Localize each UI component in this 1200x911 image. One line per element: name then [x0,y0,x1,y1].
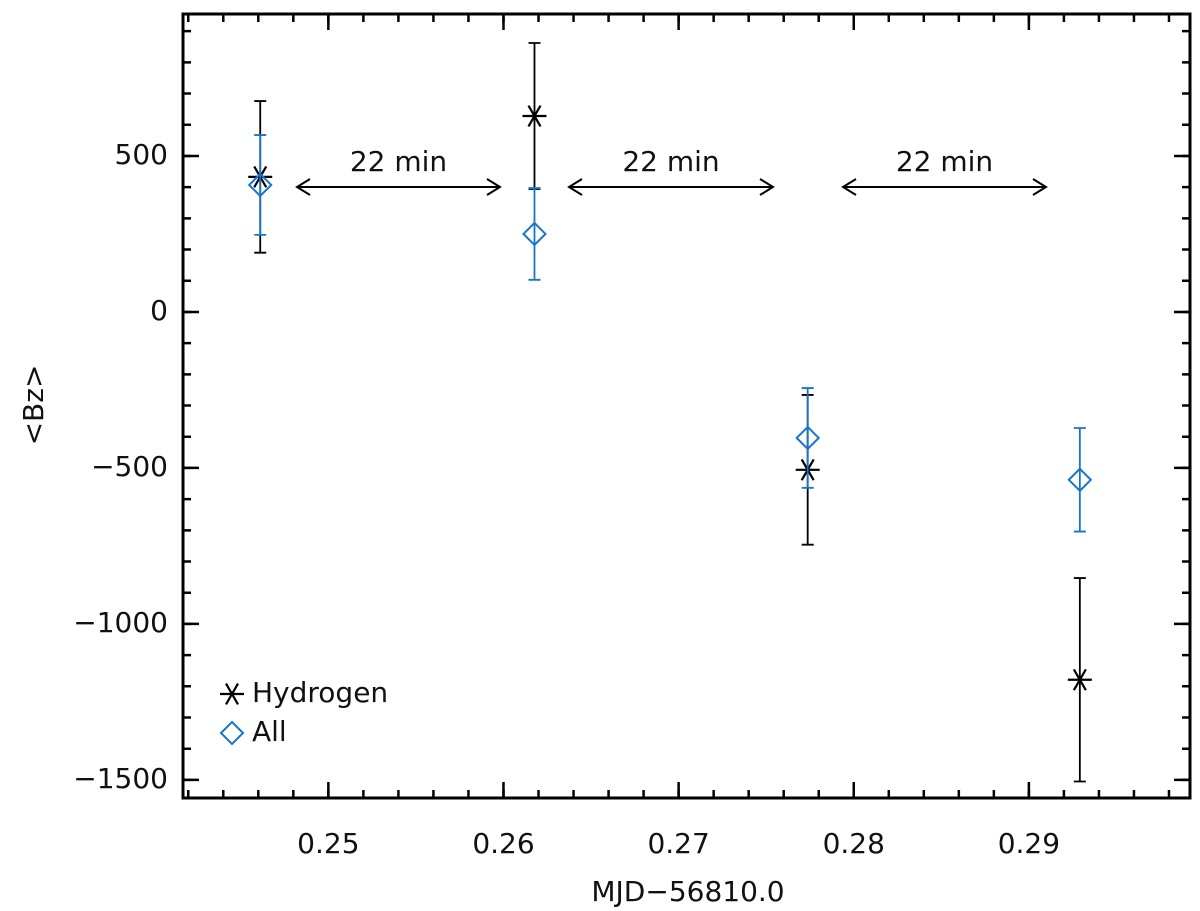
error-bar [528,187,541,281]
annotation: 22 min [896,145,993,178]
x-tick-label: 0.29 [998,827,1060,860]
x-axis-label: MJD−56810.0 [591,875,784,908]
x-tick-label: 0.28 [823,827,885,860]
y-tick-label: −500 [91,450,168,483]
data-point [1067,668,1092,691]
annotation-arrow [295,178,502,196]
x-tick-label: 0.25 [297,827,359,860]
y-tick-label: −1500 [73,762,168,795]
error-bar [1073,427,1086,533]
data-point [1067,467,1093,493]
annotation: 22 min [350,145,447,178]
data-point [522,221,547,247]
error-bar [254,134,267,236]
legend-label: All [252,715,287,748]
y-tick-label: 500 [115,138,168,171]
error-bar [801,387,814,489]
y-tick-label: 0 [150,294,168,327]
y-axis-label: <Bz> [17,365,50,446]
legend-symbol [220,683,244,705]
annotation: 22 min [622,145,719,178]
legend-label: Hydrogen [252,676,388,709]
x-tick-label: 0.26 [472,827,534,860]
y-tick-label: −1000 [73,606,168,639]
annotation-arrow [841,178,1048,196]
data-point [522,105,547,127]
legend-symbol [219,720,245,746]
data-point [795,425,821,451]
x-tick-label: 0.27 [647,827,709,860]
annotation-arrow [567,178,775,196]
data-point [247,172,273,198]
